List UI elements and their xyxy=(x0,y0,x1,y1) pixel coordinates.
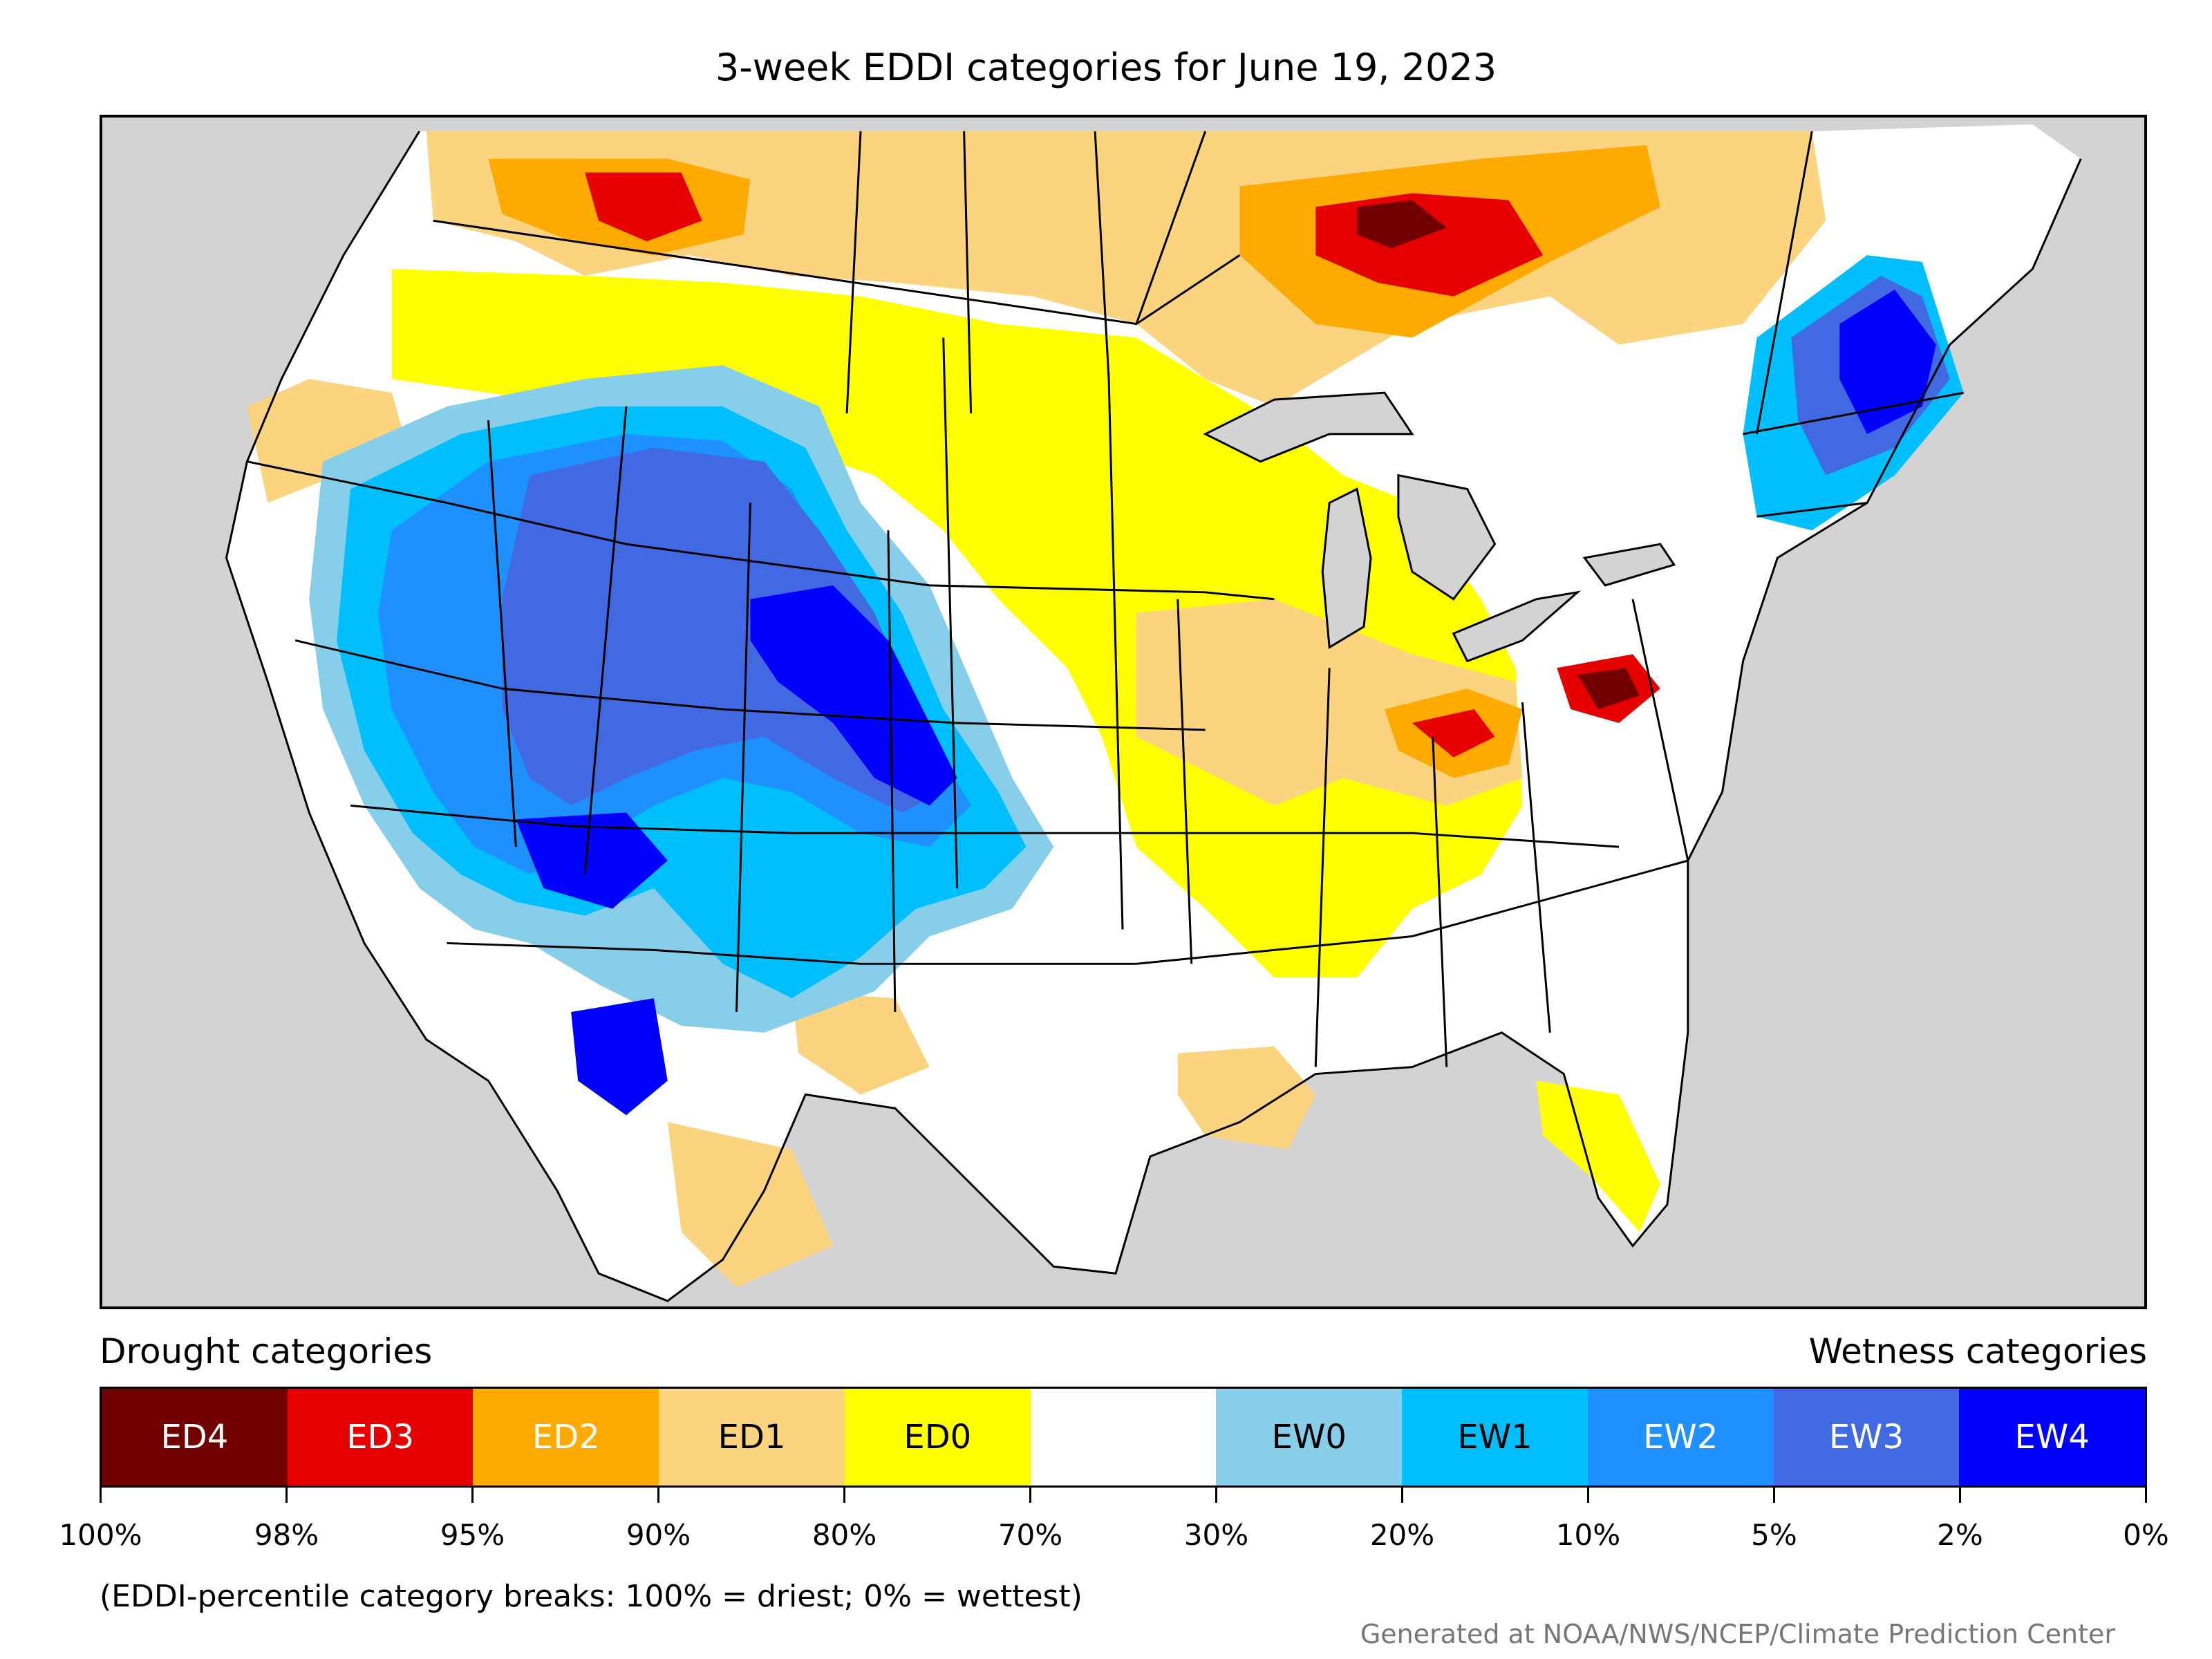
boundaries xyxy=(247,131,1964,1067)
eddi-map xyxy=(100,115,2147,1309)
arizona-ew4-region xyxy=(571,998,668,1116)
legend-tick xyxy=(1029,1488,1031,1503)
legend-break-label: 10% xyxy=(1555,1518,1621,1552)
legend-tick xyxy=(1587,1488,1589,1503)
legend-break-label: 90% xyxy=(626,1518,691,1552)
legend-tick xyxy=(100,1488,102,1503)
ohio-valley-ed3-region xyxy=(1412,709,1495,758)
map-canvas xyxy=(102,118,2144,1306)
lake-michigan xyxy=(1321,487,1372,649)
legend-tick xyxy=(285,1488,288,1503)
legend-swatch-ew0: EW0 xyxy=(1216,1389,1403,1485)
lake-ontario xyxy=(1582,543,1676,587)
lake-superior xyxy=(1203,391,1414,463)
ontario-ed4-region xyxy=(1357,200,1447,249)
alberta-ed3-region xyxy=(585,172,702,242)
legend-break-label: 80% xyxy=(812,1518,877,1552)
legend-swatch-ed3: ED3 xyxy=(287,1389,474,1485)
coastline xyxy=(225,131,2082,1302)
legend-break-label: 70% xyxy=(997,1518,1063,1552)
legend-colorbar: ED4 ED3 ED2 ED1 ED0 EW0 EW1 EW2 EW3 EW4 xyxy=(100,1387,2147,1488)
new-england-ew4-region xyxy=(1839,289,1936,434)
legend-tick xyxy=(657,1488,659,1503)
credit-line: Generated at NOAA/NWS/NCEP/Climate Predi… xyxy=(1360,1619,2115,1649)
pacific-nw-ed1-region xyxy=(247,379,406,503)
legend-tick xyxy=(2145,1488,2147,1503)
texas-ed1-region xyxy=(791,991,930,1095)
legend-swatch-ew1: EW1 xyxy=(1402,1389,1588,1485)
legend-break-label: 20% xyxy=(1369,1518,1435,1552)
legend-tick xyxy=(1215,1488,1217,1503)
florida-ed0-region xyxy=(1536,1080,1660,1232)
legend-swatch-ew2: EW2 xyxy=(1587,1389,1774,1485)
legend-swatch-normal xyxy=(1030,1389,1217,1485)
wetness-categories-heading: Wetness categories xyxy=(1808,1331,2147,1371)
legend-break-label: 98% xyxy=(254,1518,319,1552)
legend-swatch-ed1: ED1 xyxy=(659,1389,845,1485)
lake-huron xyxy=(1397,474,1497,601)
legend-tick xyxy=(1401,1488,1403,1503)
legend-tick xyxy=(471,1488,474,1503)
legend-break-label: 95% xyxy=(440,1518,505,1552)
legend-break-label: 2% xyxy=(1937,1518,1983,1552)
legend-tick xyxy=(1959,1488,1961,1503)
legend-break-label: 5% xyxy=(1751,1518,1797,1552)
mexico-ed1-region xyxy=(667,1122,834,1288)
drought-categories-heading: Drought categories xyxy=(100,1331,433,1371)
legend-break-label: 0% xyxy=(2123,1518,2169,1552)
legend-tick xyxy=(843,1488,845,1503)
colorado-ew4-region xyxy=(750,585,957,806)
virginia-ed4-region xyxy=(1577,668,1640,710)
legend-swatch-ed2: ED2 xyxy=(473,1389,659,1485)
legend-swatch-ew3: EW3 xyxy=(1773,1389,1960,1485)
nevada-ew4-region xyxy=(516,812,668,909)
louisiana-ed1-region xyxy=(1177,1046,1316,1150)
map-title: 3-week EDDI categories for June 19, 2023 xyxy=(715,46,1497,89)
category-breaks-note: (EDDI-percentile category breaks: 100% =… xyxy=(100,1579,1082,1614)
legend-swatch-ew4: EW4 xyxy=(1959,1389,2146,1485)
legend-break-label: 30% xyxy=(1183,1518,1249,1552)
lake-erie xyxy=(1452,590,1582,663)
legend-tick xyxy=(1773,1488,1775,1503)
legend-swatch-ed4: ED4 xyxy=(102,1389,288,1485)
legend-break-label: 100% xyxy=(59,1518,142,1552)
legend-swatch-ed0: ED0 xyxy=(844,1389,1031,1485)
